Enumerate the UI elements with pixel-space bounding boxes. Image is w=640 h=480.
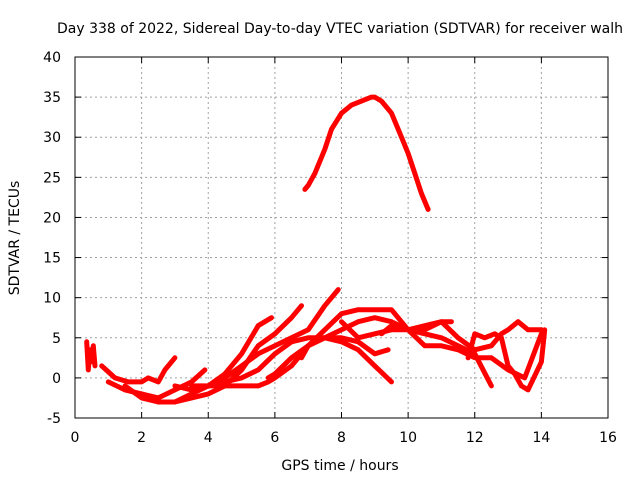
y-tick-label: 40 bbox=[43, 50, 61, 66]
x-axis-label: GPS time / hours bbox=[281, 458, 398, 474]
series-line-arc-14 bbox=[302, 94, 431, 212]
series-line-arc-2 bbox=[99, 355, 178, 385]
y-tick-label: 15 bbox=[43, 251, 61, 267]
y-tick-label: -5 bbox=[47, 411, 61, 427]
series-line-arc-12 bbox=[379, 319, 544, 353]
x-tick-label: 14 bbox=[532, 430, 550, 446]
y-tick-label: 0 bbox=[52, 371, 61, 387]
y-tick-label: 5 bbox=[52, 331, 61, 347]
series-line-arc-8 bbox=[205, 335, 394, 389]
x-tick-label: 8 bbox=[337, 430, 346, 446]
x-tick-label: 6 bbox=[270, 430, 279, 446]
series-line-arc-11 bbox=[339, 319, 544, 381]
series-line-arc-10 bbox=[299, 307, 454, 361]
y-tick-label: 30 bbox=[43, 130, 61, 146]
series-line-arc-13 bbox=[465, 327, 548, 393]
series-line-arc-9 bbox=[265, 315, 494, 389]
y-tick-label: 20 bbox=[43, 210, 61, 226]
x-tick-label: 2 bbox=[137, 430, 146, 446]
series-line-arc-7 bbox=[189, 335, 391, 389]
x-tick-label: 16 bbox=[599, 430, 617, 446]
data-series-group bbox=[84, 94, 548, 405]
series-line-arc-1 bbox=[84, 339, 98, 373]
chart-title: Day 338 of 2022, Sidereal Day-to-day VTE… bbox=[57, 21, 623, 37]
grid-lines bbox=[75, 57, 608, 418]
y-axis-label: SDTVAR / TECUs bbox=[7, 181, 23, 296]
y-tick-label: 10 bbox=[43, 291, 61, 307]
axis-ticks: 0 2 4 6 8 10 12 14 16 -5 0 5 10 15 20 25 30 35 40 bbox=[43, 50, 617, 446]
y-tick-label: 25 bbox=[43, 170, 61, 186]
x-tick-label: 4 bbox=[204, 430, 213, 446]
x-tick-label: 0 bbox=[71, 430, 80, 446]
x-tick-label: 10 bbox=[399, 430, 417, 446]
y-tick-label: 35 bbox=[43, 90, 61, 106]
series-line-arc-3 bbox=[105, 367, 208, 401]
x-tick-label: 12 bbox=[466, 430, 484, 446]
